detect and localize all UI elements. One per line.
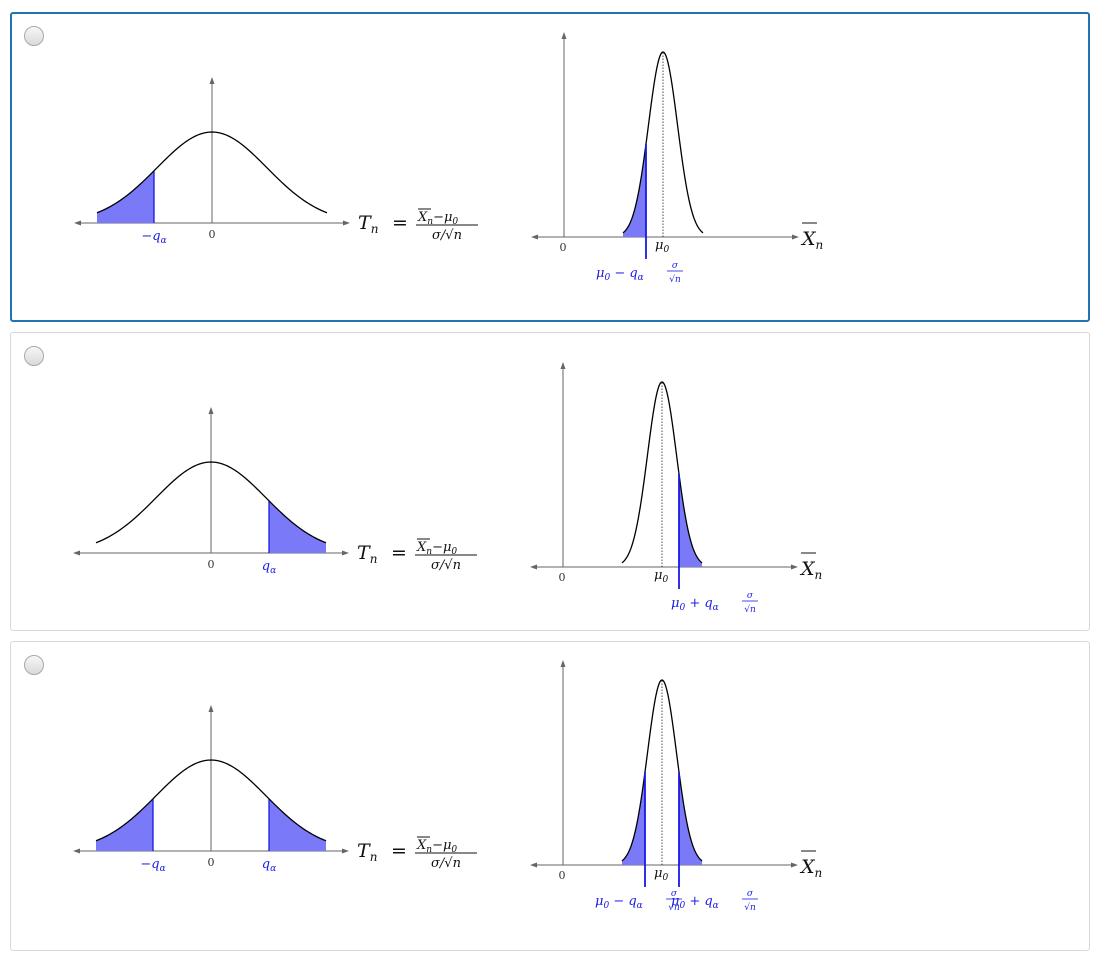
axis-arrowhead [209, 77, 215, 84]
sample-mean-curve [621, 679, 703, 862]
right-rejection-shade [679, 473, 702, 567]
axis-arrowhead [791, 862, 798, 868]
fraction-numerator: Xn−μ0 [416, 540, 457, 557]
equals-sign: = [391, 542, 407, 564]
radio-button[interactable] [24, 655, 44, 675]
xbar-n-axis-label: Xn [800, 228, 823, 252]
left-critical-bound-label: μ0 − qα [595, 894, 643, 911]
standard-normal-curve [96, 131, 328, 214]
radio-button[interactable] [24, 26, 44, 46]
axis-arrowhead [74, 220, 81, 226]
xbar-n-axis-label: Xn [799, 558, 822, 582]
left-rejection-shade [623, 143, 646, 237]
fraction-numerator: Xn−μ0 [417, 210, 458, 227]
axis-arrowhead [73, 550, 80, 556]
axis-arrowhead [342, 848, 349, 854]
axis-arrowhead [343, 220, 350, 226]
test-statistic-lhs: Tn [358, 212, 378, 236]
right-critical-bound-label: μ0 + qα [671, 894, 719, 911]
equals-sign: = [392, 212, 408, 234]
xbar-n-axis-label: Xn [799, 856, 822, 880]
mu0-label: μ0 [655, 238, 669, 255]
option-graphs: 0 −qα Tn = Xn−μ0σ/√n 0 μ0 Xn μ0 − qα σ √n [74, 32, 823, 285]
zero-tick-label: 0 [559, 869, 566, 882]
fraction-numerator: Xn−μ0 [416, 838, 457, 855]
standard-normal-curve [95, 759, 327, 842]
axis-arrowhead [530, 564, 537, 570]
neg-q-alpha-label: −qα [141, 229, 166, 246]
left-rejection-shade [622, 771, 645, 865]
fraction-denominator: σ/√n [432, 228, 462, 243]
equals-sign: = [391, 840, 407, 862]
answer-option-3[interactable]: 0 −qα qα Tn = Xn−μ0 σ/√n 0 μ0 Xn μ0 − qα σ √n μ0 + qα… [10, 641, 1090, 951]
axis-arrowhead [560, 660, 566, 667]
pos-q-alpha-label: qα [262, 559, 276, 576]
radio-button[interactable] [24, 346, 44, 366]
mu0-label: μ0 [654, 568, 668, 585]
zero-tick-label: 0 [208, 558, 215, 571]
standard-normal-curve [95, 461, 327, 544]
sqrt-n-denominator: √n [744, 604, 756, 615]
zero-tick-label: 0 [559, 571, 566, 584]
sample-mean-curve [622, 51, 704, 234]
fraction-denominator: σ/√n [431, 856, 461, 871]
neg-q-alpha-label: −qα [140, 857, 165, 874]
sigma-numerator: σ [747, 889, 754, 899]
sigma-numerator: σ [671, 889, 678, 899]
answer-option-2[interactable]: 0 qα Tn = Xn−μ0 σ/√n 0 μ0 Xn μ0 + qα σ √n [10, 332, 1090, 631]
sample-mean-curve [621, 381, 703, 564]
mu0-label: μ0 [654, 866, 668, 883]
fraction-denominator: σ/√n [431, 558, 461, 573]
axis-arrowhead [792, 234, 799, 240]
test-statistic-lhs: Tn [357, 840, 377, 864]
axis-arrowhead [531, 234, 538, 240]
answer-option-1[interactable]: 0 −qα Tn = Xn−μ0 σ/√n 0 μ0 Xn μ0 − qα σ √n [10, 12, 1090, 322]
axis-arrowhead [560, 362, 566, 369]
axis-arrowhead [342, 550, 349, 556]
sigma-numerator: σ [672, 261, 679, 271]
left-critical-bound-label: μ0 − qα [596, 266, 644, 283]
zero-tick-label: 0 [209, 228, 216, 241]
test-statistic-lhs: Tn [357, 542, 377, 566]
sqrt-n-denominator: √n [669, 274, 681, 285]
zero-tick-label: 0 [208, 856, 215, 869]
sqrt-n-denominator: √n [668, 902, 680, 913]
axis-arrowhead [530, 862, 537, 868]
zero-tick-label: 0 [560, 241, 567, 254]
sqrt-n-denominator: √n [744, 902, 756, 913]
right-critical-bound-label: μ0 + qα [671, 596, 719, 613]
axis-arrowhead [791, 564, 798, 570]
axis-arrowhead [561, 32, 567, 39]
right-rejection-shade [679, 771, 702, 865]
pos-q-alpha-label: qα [262, 857, 276, 874]
option-graphs: 0 qα Tn = Xn−μ0σ/√n 0 μ0 Xn μ0 + qα σ √n [73, 362, 822, 615]
axis-arrowhead [208, 705, 214, 712]
sigma-numerator: σ [747, 591, 754, 601]
axis-arrowhead [73, 848, 80, 854]
axis-arrowhead [208, 407, 214, 414]
